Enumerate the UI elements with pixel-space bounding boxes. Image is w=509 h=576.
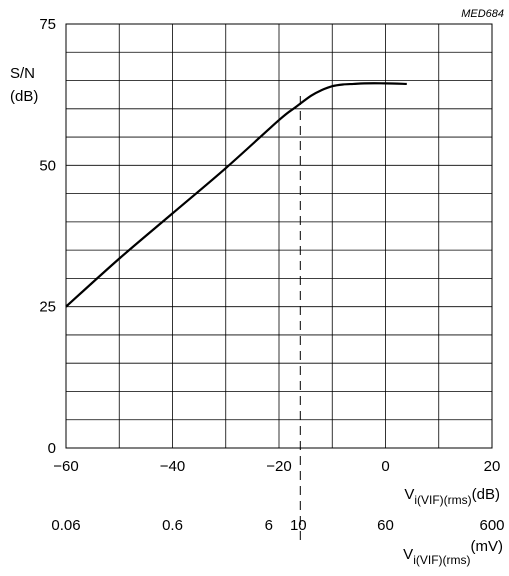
y-tick-labels: 0 25 50 75 bbox=[39, 16, 56, 457]
plot-frame bbox=[65, 23, 493, 449]
x-axis-label-db-main: V bbox=[404, 486, 414, 503]
x-tick-label: 20 bbox=[484, 458, 501, 475]
y-tick-label: 0 bbox=[48, 440, 56, 457]
x-tick-label: −60 bbox=[53, 458, 78, 475]
y-axis-label-line1: S/N bbox=[10, 65, 35, 82]
x-tick-label: −20 bbox=[266, 458, 291, 475]
x-tick-label: 0 bbox=[381, 458, 389, 475]
secondary-x-tick-label: 6 bbox=[265, 517, 273, 534]
secondary-x-tick-label: 600 bbox=[479, 517, 504, 534]
y-axis-label-line2: (dB) bbox=[10, 88, 38, 105]
y-tick-label: 25 bbox=[39, 299, 56, 316]
secondary-x-tick-labels: 0.06 0.6 6 10 60 600 bbox=[51, 517, 504, 534]
x-axis-label-db-sub: i(VIF)(rms) bbox=[414, 493, 471, 507]
figure-code: MED684 bbox=[461, 8, 504, 20]
series-line bbox=[65, 82, 407, 308]
x-axis-label-db-unit: (dB) bbox=[472, 486, 500, 503]
secondary-x-tick-label: 10 bbox=[290, 517, 307, 534]
grid bbox=[66, 24, 492, 448]
x-axis-label-mv: Vi(VIF)(rms)(mV) bbox=[403, 538, 503, 567]
x-axis-label-mv-sub: i(VIF)(rms) bbox=[413, 553, 470, 567]
y-tick-label: 50 bbox=[39, 157, 56, 174]
x-axis-label-db: Vi(VIF)(rms)(dB) bbox=[404, 486, 500, 507]
x-tick-label: −40 bbox=[160, 458, 185, 475]
secondary-x-tick-label: 60 bbox=[377, 517, 394, 534]
x-axis-label-mv-unit: (mV) bbox=[471, 538, 504, 555]
x-axis-label-mv-main: V bbox=[403, 546, 413, 563]
secondary-x-tick-label: 0.6 bbox=[162, 517, 183, 534]
x-tick-labels: −60 −40 −20 0 20 bbox=[53, 458, 500, 475]
y-tick-label: 75 bbox=[39, 16, 56, 33]
secondary-x-tick-label: 0.06 bbox=[51, 517, 80, 534]
